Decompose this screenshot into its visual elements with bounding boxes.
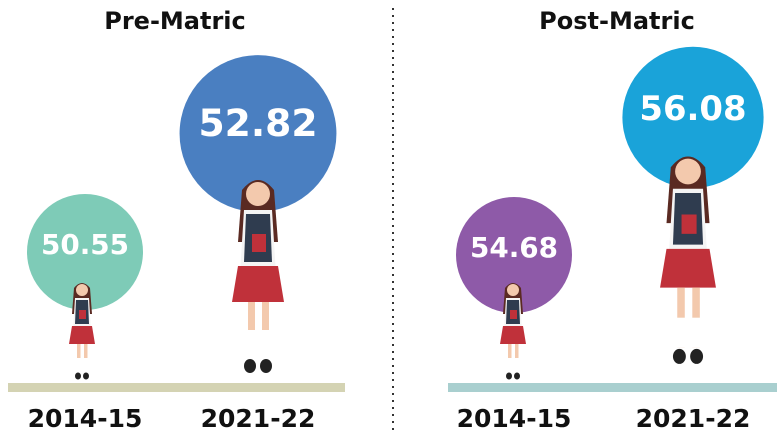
x-label: 2021-22: [636, 404, 751, 433]
ground: [448, 383, 777, 392]
value-circle: [179, 55, 337, 212]
x-label: 2014-15: [28, 404, 143, 433]
value-circle: [622, 46, 764, 188]
ground: [8, 383, 345, 392]
marks: [27, 46, 764, 313]
x-label: 2021-22: [201, 404, 316, 433]
value-circle: [27, 194, 143, 310]
value-circle: [456, 197, 572, 313]
labels: Pre-Matric 50.55 2014-15 52.82 2021-22 Post-M…: [28, 7, 751, 433]
value-label: 52.82: [198, 101, 317, 145]
value-label: 56.08: [639, 89, 746, 128]
panel-title: Pre-Matric: [104, 7, 246, 35]
x-label: 2014-15: [457, 404, 572, 433]
student-figure: [660, 156, 716, 364]
panel-title: Post-Matric: [539, 7, 695, 35]
value-label: 54.68: [470, 231, 558, 264]
value-label: 50.55: [41, 228, 129, 261]
